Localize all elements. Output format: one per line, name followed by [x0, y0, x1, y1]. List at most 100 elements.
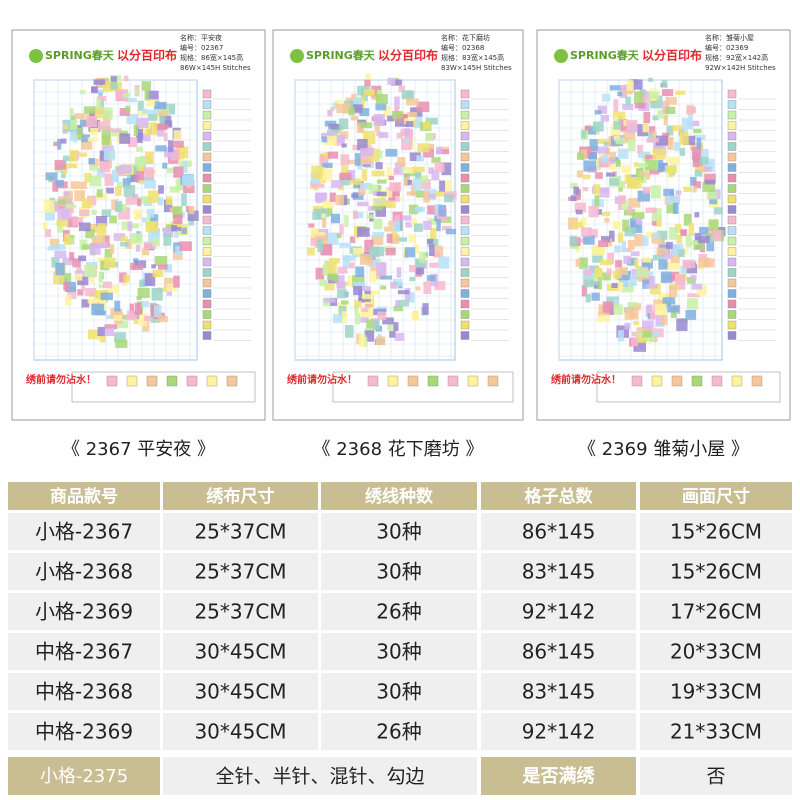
- stitch-block: [404, 247, 416, 258]
- legend-swatch: [727, 278, 737, 288]
- pattern-code: 编号：02367: [180, 43, 223, 52]
- header-cell: [481, 482, 636, 510]
- stitch-block: [375, 336, 386, 345]
- legend-swatch: [202, 142, 212, 151]
- bottom-legend: [71, 371, 256, 403]
- stitch-block: [668, 285, 678, 298]
- cell-text: 92*142: [522, 600, 596, 624]
- stitch-block: [121, 221, 131, 230]
- stitch-block: [582, 187, 589, 192]
- stitch-block: [656, 247, 669, 256]
- stitch-block: [712, 230, 722, 241]
- stitch-block: [355, 313, 361, 325]
- stitch-block: [362, 294, 374, 300]
- stitch-block: [575, 258, 581, 267]
- stitch-block: [70, 181, 81, 189]
- cell-text: 30种: [376, 640, 421, 664]
- stitch-block: [97, 95, 107, 101]
- stitch-block: [686, 106, 697, 114]
- header-text: 格子总数: [525, 486, 594, 507]
- stitch-block: [649, 283, 661, 295]
- stitch-block: [378, 132, 389, 139]
- stitch-block: [668, 165, 673, 178]
- stitch-block: [627, 257, 638, 266]
- stitch-block: [351, 193, 359, 198]
- legend-swatch: [202, 205, 212, 214]
- legend-swatch: [146, 375, 158, 387]
- stitch-block: [156, 287, 169, 292]
- cell-text: 83*145: [522, 560, 596, 584]
- stitch-block: [123, 75, 129, 82]
- legend-swatch: [631, 375, 643, 387]
- stitch-block: [642, 95, 651, 102]
- stitch-block: [75, 273, 83, 281]
- stitch-block: [104, 328, 115, 337]
- stitch-block: [143, 241, 157, 250]
- stitch-block: [646, 231, 654, 238]
- stitch-block: [404, 288, 411, 301]
- stitch-block: [164, 147, 175, 158]
- stitch-block: [661, 80, 667, 88]
- stitch-block: [337, 266, 348, 274]
- stitch-block: [141, 108, 148, 114]
- stitch-block: [327, 151, 339, 159]
- stitch-block: [651, 220, 657, 226]
- legend-swatch: [387, 375, 399, 387]
- stitch-block: [158, 110, 168, 116]
- stitch-block: [634, 103, 646, 109]
- legend-swatch: [671, 375, 683, 387]
- stitch-block: [609, 151, 617, 159]
- stitch-block: [571, 221, 584, 228]
- stitch-block: [322, 219, 327, 228]
- stitch-block: [154, 101, 160, 109]
- stitch-block: [376, 191, 387, 197]
- header-cell: [8, 482, 160, 510]
- stitch-block: [70, 124, 83, 135]
- stitch-block: [713, 207, 723, 215]
- stitch-block: [432, 251, 441, 258]
- cell-text: 26种: [376, 720, 421, 744]
- stitch-block: [183, 160, 188, 173]
- cell-text: 92*142: [522, 720, 596, 744]
- logo-icon: [554, 49, 568, 63]
- stitch-block: [353, 225, 359, 239]
- stitch-block: [99, 336, 106, 343]
- legend-swatch: [460, 131, 470, 141]
- stitch-block: [352, 282, 366, 290]
- stitch-block: [685, 309, 697, 320]
- stitch-block: [667, 305, 680, 313]
- table-cell: [640, 673, 792, 710]
- stitch-block: [103, 149, 115, 161]
- pattern-stitches: 83W×145H Stitches: [441, 64, 512, 72]
- stitch-block: [621, 199, 628, 211]
- stitch-block: [381, 195, 386, 207]
- stitch-block: [102, 135, 111, 145]
- stitch-block: [592, 244, 606, 256]
- stitch-block: [613, 99, 618, 112]
- stitch-block: [667, 136, 674, 150]
- stitch-block: [581, 227, 592, 237]
- stitch-block: [172, 206, 183, 219]
- stitch-block: [699, 226, 709, 236]
- stitch-block: [613, 299, 619, 305]
- stitch-block: [79, 209, 90, 216]
- stitch-block: [344, 325, 354, 338]
- stitch-block: [81, 244, 90, 250]
- table-cell: [321, 593, 477, 630]
- table-cell: [481, 513, 636, 550]
- stitch-block: [628, 198, 641, 208]
- legend-swatch: [202, 184, 212, 193]
- stitch-block: [413, 223, 423, 232]
- legend-swatch: [460, 215, 470, 225]
- stitch-block: [597, 311, 610, 323]
- stitch-block: [151, 264, 156, 269]
- stitch-block: [620, 89, 633, 95]
- stitch-block: [69, 108, 74, 121]
- table-cell: [640, 593, 792, 630]
- stitch-block: [621, 165, 631, 173]
- stitch-block: [153, 305, 162, 317]
- stitch-block: [693, 128, 702, 134]
- stitch-block: [698, 257, 711, 268]
- stitch-block: [339, 224, 344, 235]
- stitch-block: [645, 160, 658, 171]
